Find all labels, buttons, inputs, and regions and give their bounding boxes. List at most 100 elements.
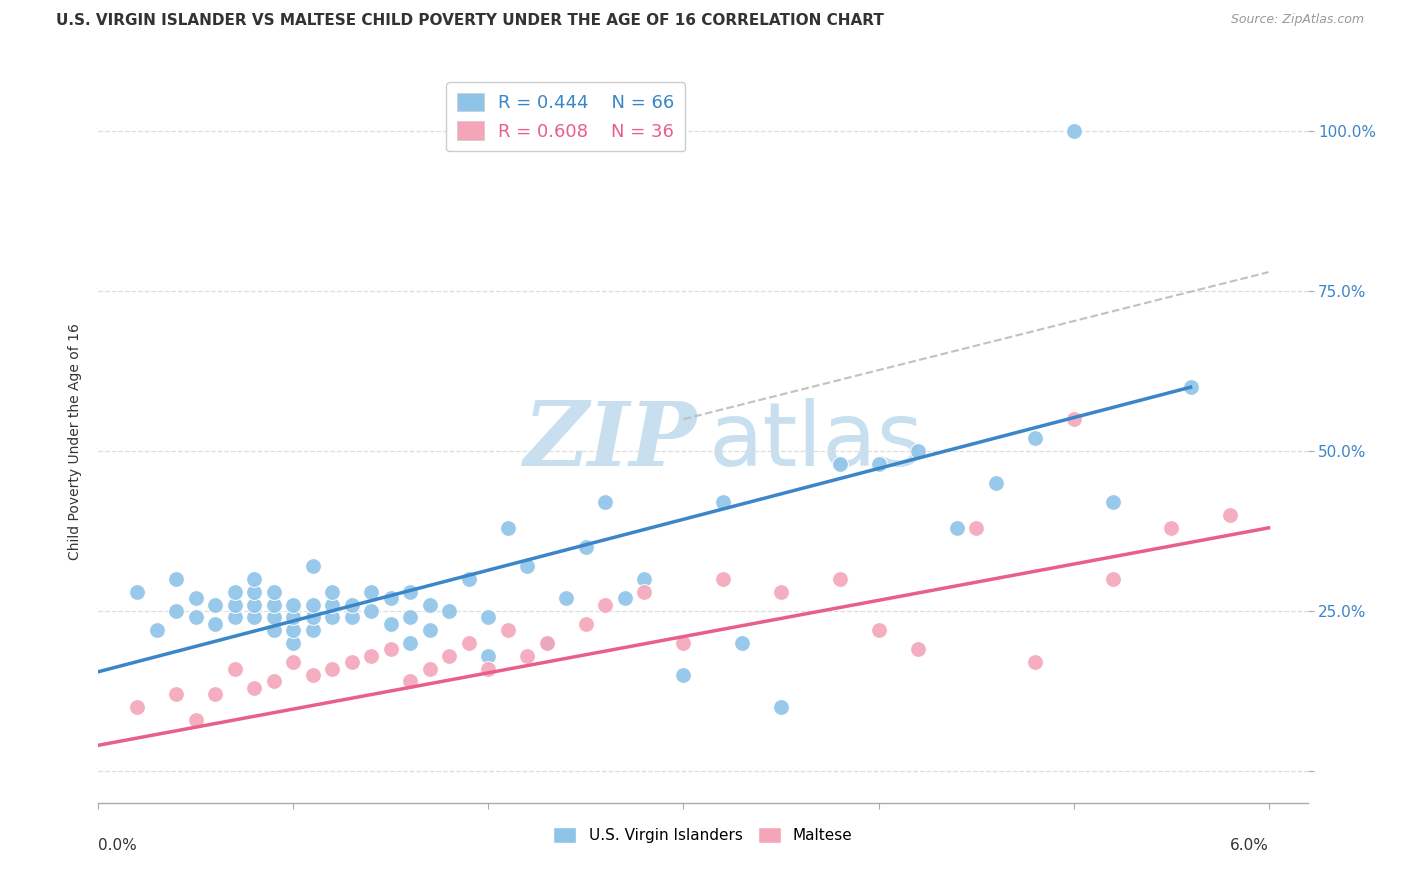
Point — [380, 642, 402, 657]
Point — [1160, 521, 1182, 535]
Point — [283, 610, 305, 624]
Point — [575, 540, 598, 554]
Point — [575, 616, 598, 631]
Point — [672, 668, 695, 682]
Point — [165, 572, 187, 586]
Point — [828, 457, 851, 471]
Point — [1024, 655, 1046, 669]
Point — [965, 521, 987, 535]
Point — [321, 610, 343, 624]
Point — [204, 687, 226, 701]
Point — [321, 584, 343, 599]
Point — [360, 584, 382, 599]
Point — [828, 572, 851, 586]
Point — [536, 636, 558, 650]
Point — [633, 572, 655, 586]
Point — [243, 584, 266, 599]
Point — [1101, 572, 1123, 586]
Point — [458, 636, 481, 650]
Point — [672, 636, 695, 650]
Point — [419, 661, 441, 675]
Point — [127, 699, 149, 714]
Y-axis label: Child Poverty Under the Age of 16: Child Poverty Under the Age of 16 — [67, 323, 82, 560]
Point — [516, 648, 538, 663]
Text: U.S. VIRGIN ISLANDER VS MALTESE CHILD POVERTY UNDER THE AGE OF 16 CORRELATION CH: U.S. VIRGIN ISLANDER VS MALTESE CHILD PO… — [56, 13, 884, 29]
Point — [224, 661, 246, 675]
Point — [595, 495, 617, 509]
Point — [263, 623, 285, 637]
Point — [243, 681, 266, 695]
Point — [165, 687, 187, 701]
Point — [165, 604, 187, 618]
Point — [555, 591, 578, 606]
Point — [340, 598, 363, 612]
Point — [380, 591, 402, 606]
Point — [769, 584, 792, 599]
Text: atlas: atlas — [709, 398, 924, 485]
Point — [302, 559, 325, 574]
Point — [380, 616, 402, 631]
Point — [243, 610, 266, 624]
Point — [1101, 495, 1123, 509]
Point — [360, 648, 382, 663]
Point — [907, 642, 929, 657]
Point — [477, 648, 499, 663]
Point — [184, 713, 207, 727]
Point — [419, 598, 441, 612]
Point — [146, 623, 169, 637]
Point — [399, 674, 422, 689]
Point — [1180, 380, 1202, 394]
Point — [224, 598, 246, 612]
Point — [516, 559, 538, 574]
Point — [868, 623, 890, 637]
Point — [633, 584, 655, 599]
Point — [321, 661, 343, 675]
Point — [458, 572, 481, 586]
Point — [204, 598, 226, 612]
Point — [711, 495, 734, 509]
Text: Source: ZipAtlas.com: Source: ZipAtlas.com — [1230, 13, 1364, 27]
Point — [302, 610, 325, 624]
Point — [127, 584, 149, 599]
Point — [302, 668, 325, 682]
Point — [984, 476, 1007, 491]
Point — [184, 610, 207, 624]
Point — [439, 604, 461, 618]
Point — [283, 598, 305, 612]
Point — [302, 623, 325, 637]
Text: 6.0%: 6.0% — [1230, 838, 1268, 853]
Point — [224, 610, 246, 624]
Point — [360, 604, 382, 618]
Point — [243, 572, 266, 586]
Text: 0.0%: 0.0% — [98, 838, 138, 853]
Text: ZIP: ZIP — [523, 399, 697, 484]
Point — [1063, 412, 1085, 426]
Point — [283, 636, 305, 650]
Legend: U.S. Virgin Islanders, Maltese: U.S. Virgin Islanders, Maltese — [547, 822, 859, 849]
Point — [907, 444, 929, 458]
Point — [477, 610, 499, 624]
Point — [204, 616, 226, 631]
Point — [340, 655, 363, 669]
Point — [243, 598, 266, 612]
Point — [283, 623, 305, 637]
Point — [477, 661, 499, 675]
Point — [1024, 431, 1046, 445]
Point — [945, 521, 967, 535]
Point — [711, 572, 734, 586]
Point — [496, 521, 519, 535]
Point — [731, 636, 754, 650]
Point — [263, 674, 285, 689]
Point — [263, 598, 285, 612]
Point — [1063, 124, 1085, 138]
Point — [595, 598, 617, 612]
Point — [263, 610, 285, 624]
Point — [283, 655, 305, 669]
Point — [419, 623, 441, 637]
Point — [184, 591, 207, 606]
Point — [340, 610, 363, 624]
Point — [614, 591, 637, 606]
Point — [321, 598, 343, 612]
Point — [496, 623, 519, 637]
Point — [868, 457, 890, 471]
